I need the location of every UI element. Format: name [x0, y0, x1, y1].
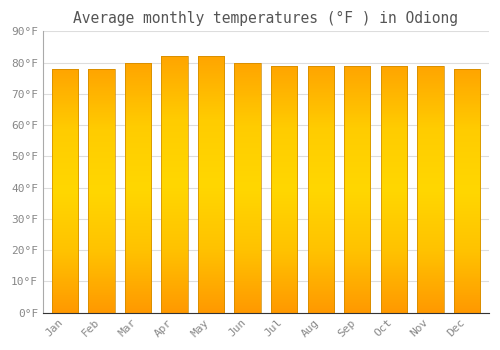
Bar — [417, 66, 444, 313]
Bar — [52, 69, 78, 313]
Bar — [88, 69, 115, 313]
Bar — [198, 56, 224, 313]
Bar — [454, 69, 480, 313]
Bar — [271, 66, 297, 313]
Bar — [380, 66, 407, 313]
Bar — [344, 66, 370, 313]
Bar — [162, 56, 188, 313]
Title: Average monthly temperatures (°F ) in Odiong: Average monthly temperatures (°F ) in Od… — [74, 11, 458, 26]
Bar — [125, 63, 151, 313]
Bar — [234, 63, 261, 313]
Bar — [308, 66, 334, 313]
